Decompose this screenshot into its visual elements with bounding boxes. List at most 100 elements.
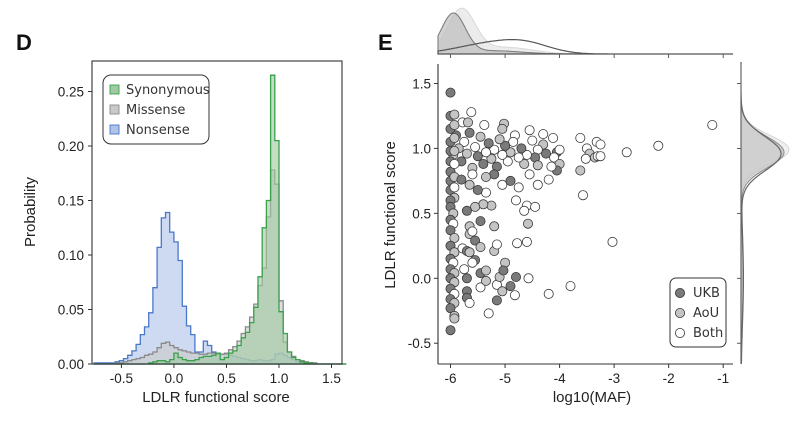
y-axis-ticks: 0.00 0.05 0.10 0.15 0.20 0.25 (58, 85, 92, 372)
scatter-point-ukb (470, 235, 481, 246)
x-tick-label: -4 (554, 371, 566, 386)
scatter-point-aou (519, 158, 530, 169)
scatter-point-aou (464, 179, 475, 190)
kde-ukb-right (740, 64, 782, 365)
scatter-point-ukb (456, 174, 467, 185)
scatter-point-ukb (445, 87, 456, 98)
scatter-point-aou (449, 232, 460, 243)
x-tick-label: 1.0 (270, 371, 289, 386)
legend-label-both: Both (693, 326, 723, 341)
scatter-point-both (449, 158, 460, 169)
scatter-point-ukb (461, 205, 472, 216)
y-tick-label: 1.5 (412, 76, 431, 91)
scatter-point-aou (462, 117, 473, 128)
scatter-point-ukb (500, 140, 511, 151)
scatter-point-both (621, 147, 632, 158)
scatter-point-aou (449, 313, 460, 324)
y-axis-label: LDLR functional score (382, 141, 399, 289)
x-tick-label: 1.5 (322, 371, 341, 386)
scatter-point-both (549, 152, 560, 163)
x-tick-label: 0.5 (217, 371, 236, 386)
scatter-point-aou (497, 123, 508, 134)
scatter-point-both (470, 142, 481, 153)
x-axis-label: LDLR functional score (142, 389, 290, 406)
scatter-point-both (707, 120, 718, 131)
x-tick-label: -1 (717, 371, 729, 386)
scatter-point-both (510, 195, 521, 206)
scatter-point-aou (480, 265, 491, 276)
scatter-point-both (509, 290, 520, 301)
legend-label-synonymous: Synonymous (126, 83, 210, 98)
x-axis-ticks: -0.5 0.0 0.5 1.0 1.5 (110, 364, 341, 386)
scatter-point-both (464, 297, 475, 308)
x-tick-label: -6 (445, 371, 457, 386)
scatter-point-both (546, 161, 557, 172)
histogram-frame (91, 60, 343, 365)
top-marginal-kde (437, 7, 733, 58)
scatter-point-both (491, 239, 502, 250)
scatter-point-both (467, 257, 478, 268)
panel-letter-e: E (378, 30, 393, 55)
legend-marker-ukb (675, 287, 686, 298)
scatter-point-both (449, 182, 460, 193)
scatter-point-both (524, 169, 535, 180)
y-tick-label: 0.05 (58, 303, 84, 318)
scatter-point-aou (449, 109, 460, 120)
scatter-points (445, 87, 718, 336)
y-tick-label: 0.15 (58, 194, 84, 209)
scatter-point-aou (449, 120, 460, 131)
scatter-point-both (502, 156, 513, 167)
histogram-series-nonsense (93, 211, 347, 365)
x-tick-label: 0.0 (165, 371, 184, 386)
scatter-point-both (523, 273, 534, 284)
scatter-point-both (580, 153, 591, 164)
scatter-point-both (479, 120, 490, 131)
scatter-point-ukb (505, 175, 516, 186)
scatter-point-both (554, 144, 565, 155)
y-tick-label: 0.00 (58, 357, 84, 372)
scatter-point-both (467, 226, 478, 237)
scatter-point-both (575, 132, 586, 143)
scatter-point-both (467, 169, 478, 180)
scatter-point-ukb (505, 281, 516, 292)
scatter-point-aou (480, 171, 491, 182)
scatter-point-both (483, 308, 494, 319)
kde-both-right (740, 64, 790, 365)
x-tick-label: -3 (608, 371, 620, 386)
scatter-point-aou (470, 201, 481, 212)
histogram-panel: 0.00 0.05 0.10 0.15 0.20 0.25 -0.5 0.0 0.5 1.0 1.… (22, 60, 347, 406)
scatter-point-both (459, 136, 470, 147)
legend: Synonymous Missense Nonsense (102, 74, 210, 145)
legend-box (102, 74, 210, 145)
scatter-point-both (653, 140, 664, 151)
legend: UKB AoU Both (669, 277, 727, 348)
legend-swatch-missense (109, 104, 120, 115)
legend-marker-both (675, 327, 686, 338)
scatter-point-aou (475, 242, 486, 253)
scatter-point-aou (523, 218, 534, 229)
scatter-point-both (513, 152, 524, 163)
x-axis-ticks: -6 -5 -4 -3 -2 -1 (445, 364, 729, 386)
y-tick-label: 0.10 (58, 248, 84, 263)
scatter-point-ukb (541, 148, 552, 159)
legend-swatch-synonymous (109, 84, 120, 95)
scatter-point-ukb (472, 184, 483, 195)
scatter-point-aou (486, 200, 497, 211)
histogram-series-synonymous (94, 74, 347, 365)
scatter-point-both (543, 174, 554, 185)
scatter-point-aou (497, 286, 508, 297)
scatter-point-both (508, 136, 519, 147)
y-tick-label: 0.0 (412, 271, 431, 286)
scatter-point-ukb (483, 138, 494, 149)
x-tick-label: -2 (663, 371, 675, 386)
scatter-point-ukb (475, 216, 486, 227)
scatter-point-aou (575, 165, 586, 176)
x-tick-label: -0.5 (110, 371, 133, 386)
scatter-point-aou (475, 131, 486, 142)
scatter-point-both (595, 151, 606, 162)
scatter-point-ukb (478, 158, 489, 169)
scatter-point-both (565, 281, 576, 292)
histogram-series-missense (94, 169, 347, 365)
legend-label-missense: Missense (126, 103, 185, 118)
scatter-point-both (524, 125, 535, 136)
